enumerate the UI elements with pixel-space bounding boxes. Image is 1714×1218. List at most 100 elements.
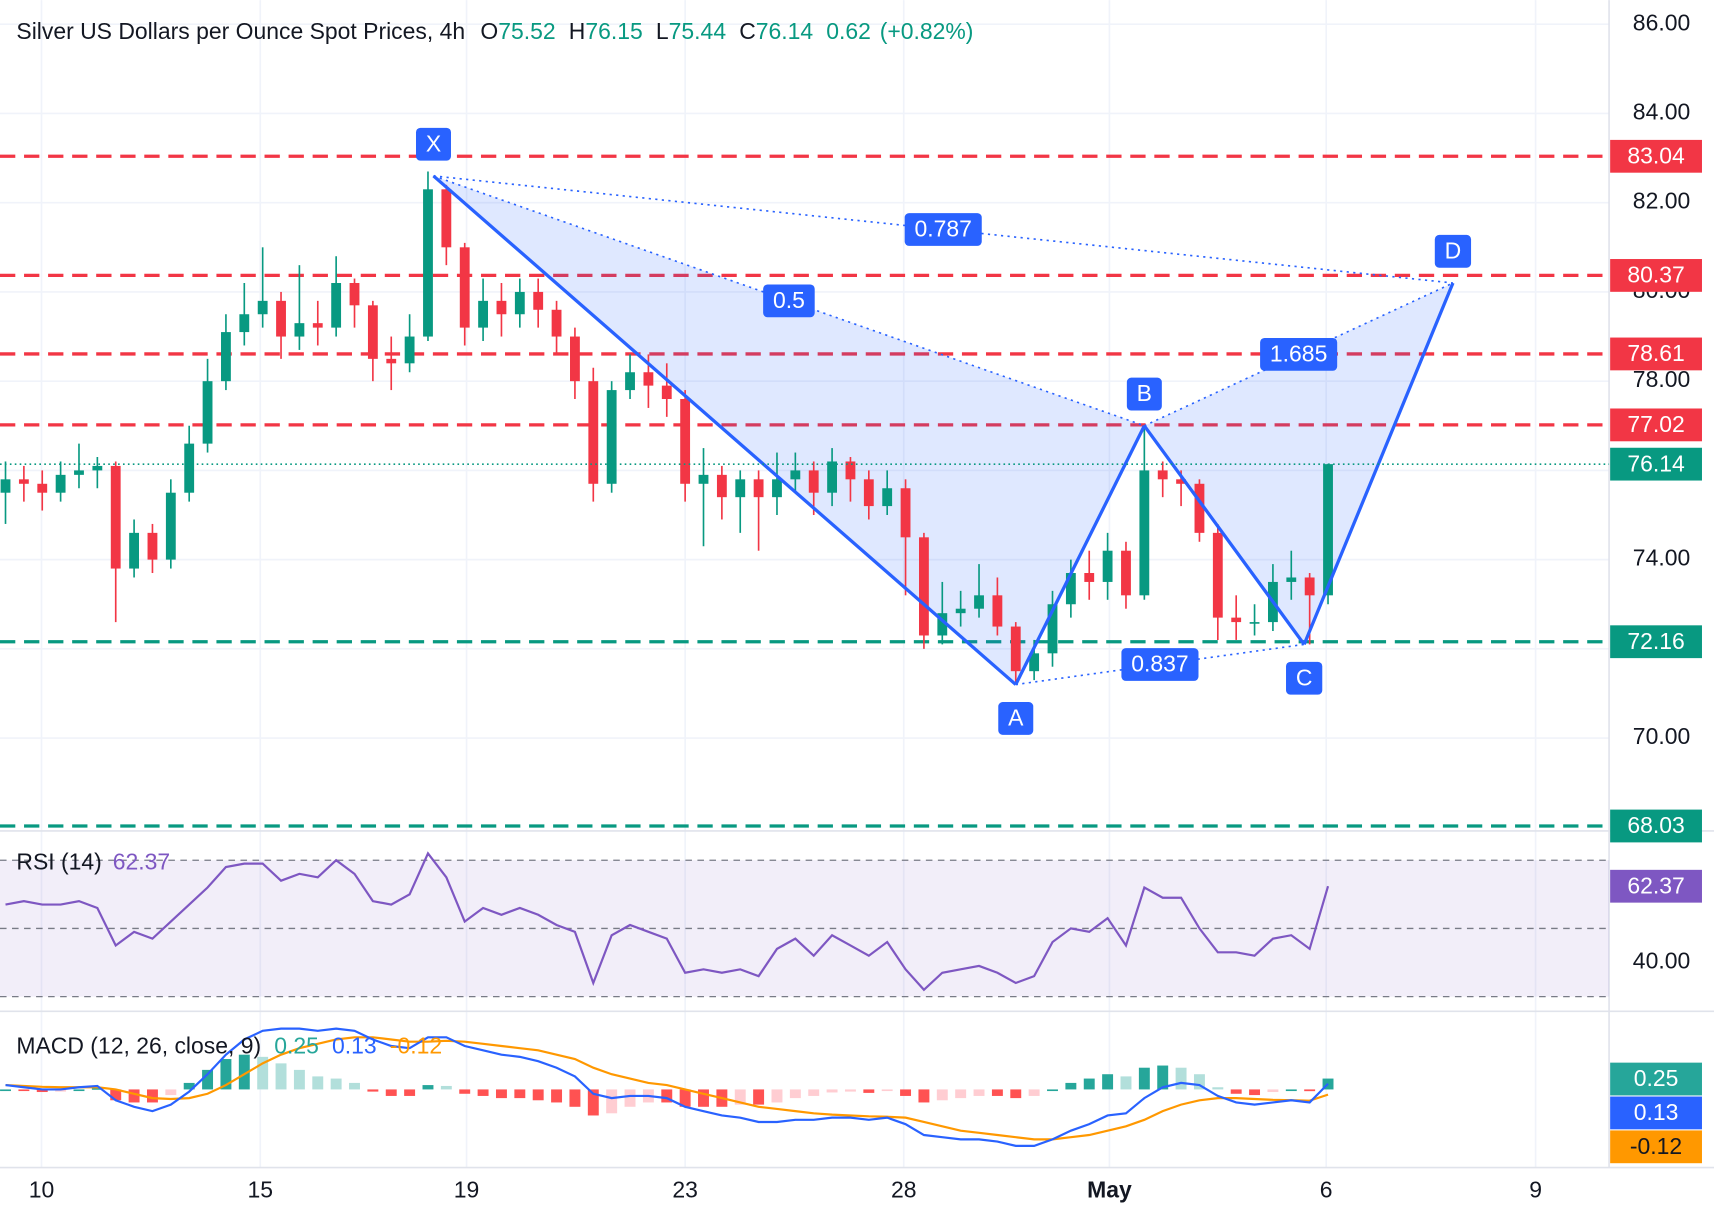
- candle-body: [1249, 622, 1260, 624]
- rsi-legend: RSI (14) 62.37: [16, 849, 170, 875]
- axis-value-box: [1610, 337, 1702, 371]
- macd-legend: MACD (12, 26, close, 9) 0.25 0.13 -0.12: [16, 1032, 442, 1058]
- y-tick-label: 82.00: [1633, 188, 1690, 214]
- candle-body: [441, 189, 452, 248]
- point-label-box: [1434, 234, 1472, 268]
- macd-histogram-bar: [1065, 1082, 1077, 1090]
- macd-histogram-bar: [955, 1089, 967, 1099]
- ratio-label-box: [1121, 648, 1199, 681]
- candle-body: [165, 492, 176, 560]
- axis-value-label: 0.13: [1610, 1096, 1702, 1130]
- candle-body: [423, 189, 433, 337]
- macd-histogram-bar: [1193, 1074, 1205, 1090]
- axis-value-box: [1610, 1062, 1702, 1096]
- macd-legend-value: 0.25: [274, 1032, 319, 1058]
- candle-body: [919, 537, 929, 636]
- pattern-fill: [433, 175, 1145, 685]
- y-tick-label: 40.00: [1633, 948, 1690, 974]
- axis-value-box: [1610, 1130, 1702, 1164]
- chart-title: Silver US Dollars per Ounce Spot Prices,…: [16, 18, 465, 44]
- candle-body: [514, 291, 525, 315]
- axis-value-box: [1610, 1096, 1702, 1130]
- ratio-label: 0.5: [763, 284, 815, 318]
- candle-body: [184, 443, 195, 493]
- y-tick-label: 78.00: [1633, 366, 1690, 392]
- axis-value-label: -0.12: [1610, 1130, 1702, 1164]
- macd-histogram-bar: [1304, 1089, 1316, 1092]
- candle-body: [1176, 479, 1186, 484]
- macd-histogram-bar: [734, 1089, 746, 1105]
- macd-title: MACD (12, 26, close, 9): [16, 1032, 261, 1058]
- candle-body: [716, 474, 727, 498]
- macd-histogram-bar: [1083, 1078, 1095, 1090]
- ohlc-value: 75.44: [669, 18, 727, 44]
- axis-value-text: -0.12: [1630, 1133, 1682, 1159]
- candle-body: [1139, 470, 1150, 596]
- rsi-title: RSI (14): [16, 849, 101, 875]
- y-tick-label: 70.00: [1633, 723, 1690, 749]
- macd-histogram-bar: [220, 1059, 232, 1090]
- candle-body: [1010, 626, 1021, 672]
- point-label-text: D: [1445, 237, 1462, 263]
- candle-body: [257, 300, 268, 315]
- candle-body: [1286, 577, 1297, 582]
- macd-histogram-bar: [606, 1089, 618, 1114]
- macd-histogram-bar: [183, 1082, 195, 1090]
- macd-histogram-bar: [1028, 1089, 1040, 1096]
- candle-body: [110, 465, 121, 569]
- point-label-text: B: [1137, 380, 1152, 406]
- macd-histogram-bar: [587, 1089, 599, 1116]
- rsi-line: [5, 851, 1330, 992]
- change-percent: (+0.82%): [880, 18, 974, 44]
- axis-value-label: 78.61: [1610, 337, 1702, 371]
- candle-body: [955, 608, 966, 614]
- ratio-label-box: [1260, 337, 1338, 371]
- macd-histogram-bar: [202, 1069, 214, 1090]
- ohlc-label: L: [656, 18, 669, 44]
- candle-body: [1065, 573, 1076, 605]
- candle-body: [1323, 464, 1333, 596]
- macd-line: [5, 1027, 1329, 1147]
- candle-body: [753, 479, 764, 498]
- candle-body: [367, 305, 378, 359]
- candle-body: [55, 474, 66, 493]
- ohlc-label: C: [739, 18, 756, 44]
- ratio-line: [433, 175, 1145, 427]
- axis-value-text: 80.37: [1627, 262, 1684, 288]
- candle-body: [0, 479, 11, 493]
- macd-histogram-bar: [991, 1089, 1003, 1096]
- candle-body: [1212, 532, 1223, 618]
- macd-histogram-bar: [330, 1078, 342, 1090]
- macd-histogram-bar: [1138, 1067, 1150, 1090]
- macd-histogram-bar: [257, 1056, 269, 1090]
- point-label-box: [1126, 377, 1162, 411]
- candle-body: [551, 309, 562, 337]
- macd-histogram-bar: [1267, 1089, 1279, 1093]
- candle-body: [790, 470, 801, 480]
- macd-histogram-bar: [146, 1089, 158, 1103]
- point-label-box: [998, 702, 1034, 735]
- macd-histogram-bar: [36, 1089, 48, 1093]
- pattern-leg: [432, 174, 1017, 686]
- macd-histogram-bar: [918, 1089, 930, 1103]
- macd-histogram-bar: [863, 1089, 875, 1093]
- candle-body: [386, 358, 397, 364]
- pattern-leg: [1143, 424, 1306, 646]
- ohlc-label: O: [480, 18, 498, 44]
- candle-body: [92, 465, 103, 471]
- axis-value-text: 77.02: [1627, 411, 1684, 437]
- ohlc-value: 76.14: [756, 18, 814, 44]
- candle-body: [1231, 617, 1242, 623]
- candle-body: [404, 336, 415, 364]
- ohlc-value: 76.15: [585, 18, 642, 44]
- candle-body: [772, 479, 782, 498]
- candle-body: [1157, 470, 1168, 480]
- ratio-label: 1.685: [1260, 337, 1338, 371]
- point-label: X: [415, 127, 451, 161]
- macd-histogram-bar: [808, 1089, 820, 1096]
- point-label: C: [1286, 661, 1323, 695]
- axis-value-label: 83.04: [1610, 139, 1702, 173]
- macd-histogram-bar: [0, 1089, 11, 1092]
- candle-body: [1304, 577, 1315, 596]
- candle-body: [992, 595, 1003, 627]
